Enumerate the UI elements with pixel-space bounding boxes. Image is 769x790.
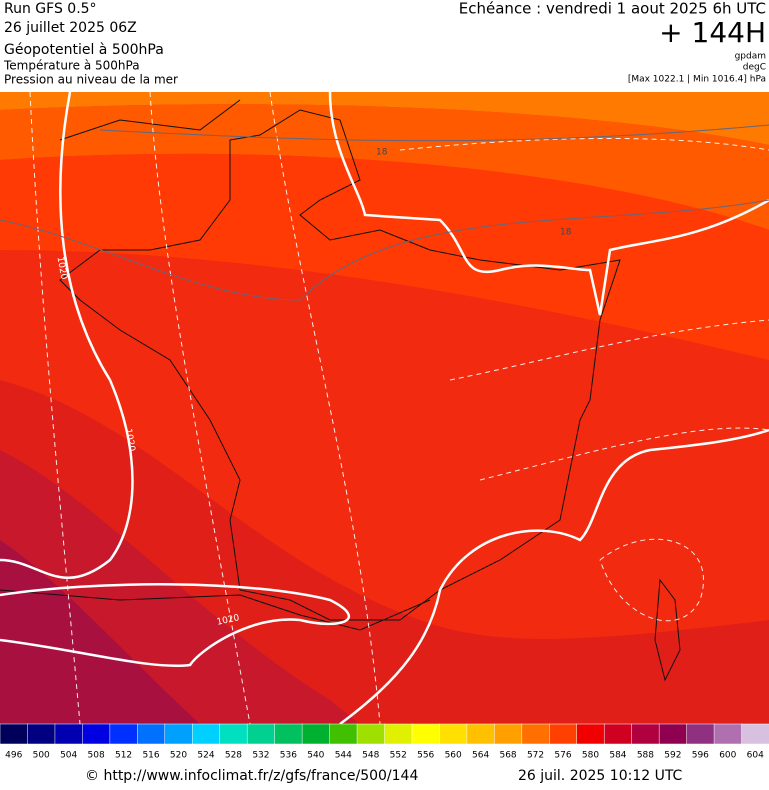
colorbar-label: 560 [445, 751, 462, 761]
contour-label: 1020 [123, 428, 137, 453]
colorbar-swatch [27, 723, 56, 745]
colorbar-label: 524 [197, 751, 214, 761]
colorbar-label: 500 [33, 751, 50, 761]
temp-band [0, 104, 769, 230]
colorbar: 496 500 504 508 512 516 520 524 528 532 536 540 544 5… [0, 723, 769, 761]
colorbar-swatch [521, 723, 551, 745]
map: 18 18 1020 1020 1020 [0, 91, 769, 726]
colorbar-label: 564 [472, 751, 489, 761]
colorbar-label: 600 [719, 751, 736, 761]
colorbar-swatch [384, 723, 413, 745]
temp-band [0, 540, 200, 724]
footer: © http://www.infoclimat.fr/z/gfs/france/… [85, 768, 683, 784]
colorbar-label: 556 [417, 751, 434, 761]
pressure-range: [Max 1022.1 | Min 1016.4] hPa [628, 75, 766, 85]
colorbar-label: 528 [225, 751, 242, 761]
colorbar-label: 552 [390, 751, 407, 761]
colorbar-swatch [246, 723, 276, 745]
colorbar-swatch [192, 723, 221, 745]
temp-band [0, 153, 769, 360]
colorbar-label: 508 [88, 751, 105, 761]
colorbar-swatch [603, 723, 633, 745]
colorbar-swatch [329, 723, 358, 745]
colorbar-swatch [164, 723, 194, 745]
colorbar-label: 584 [609, 751, 626, 761]
colorbar-label: 512 [115, 751, 132, 761]
colorbar-label: 496 [5, 751, 22, 761]
contour-labels: 18 18 1020 1020 1020 [55, 148, 572, 628]
colorbar-swatch [549, 723, 578, 745]
valid-time: Echéance : vendredi 1 aout 2025 6h UTC [459, 0, 766, 18]
contour-label: 18 [560, 228, 572, 238]
colorbar-swatch [82, 723, 111, 745]
colorbar-swatch [0, 723, 29, 745]
contour-label: 1020 [216, 613, 241, 628]
footer-url: © http://www.infoclimat.fr/z/gfs/france/… [85, 768, 418, 784]
colorbar-swatch [439, 723, 468, 745]
unit: degC [743, 63, 766, 73]
colorbar-label: 580 [582, 751, 599, 761]
corsica [654, 578, 681, 682]
colorbar-swatch [109, 723, 139, 745]
contour-label: 1020 [55, 256, 69, 281]
contour-label: 18 [376, 148, 388, 158]
footer-stamp: 26 juil. 2025 10:12 UTC [518, 768, 683, 784]
colorbar-label: 596 [692, 751, 709, 761]
colorbar-swatch [576, 723, 605, 745]
spain-coast [0, 589, 431, 631]
colorbar-label: 516 [142, 751, 159, 761]
colorbar-swatch [137, 723, 166, 745]
colorbar-label: 536 [280, 751, 297, 761]
subtitle: Température à 500hPa [3, 59, 140, 73]
subtitle: Pression au niveau de la mer [4, 73, 178, 87]
colorbar-label: 504 [60, 751, 77, 761]
colorbar-swatch [713, 723, 743, 745]
header: Run GFS 0.5° 26 juillet 2025 06Z Géopote… [3, 0, 766, 87]
lead-time: + 144H [659, 16, 766, 49]
colorbar-swatch [494, 723, 523, 745]
isotherms [29, 91, 769, 725]
colorbar-label: 588 [637, 751, 654, 761]
colorbar-swatch [658, 723, 688, 745]
colorbar-swatch [219, 723, 248, 745]
title: Géopotentiel à 500hPa [4, 42, 164, 58]
colorbar-label: 568 [499, 751, 516, 761]
temp-band [0, 92, 769, 145]
colorbar-label: 576 [554, 751, 571, 761]
colorbar-label: 532 [252, 751, 269, 761]
isobars [0, 91, 769, 726]
colorbar-label: 592 [664, 751, 681, 761]
colorbar-swatch [741, 723, 769, 745]
colorbar-swatch [54, 723, 84, 745]
colorbar-label: 520 [170, 751, 187, 761]
colorbar-label: 544 [335, 751, 352, 761]
unit: gpdam [735, 52, 766, 62]
uk-coast [59, 99, 241, 141]
colorbar-swatch [356, 723, 386, 745]
colorbar-swatch [631, 723, 660, 745]
colorbar-label: 548 [362, 751, 379, 761]
colorbar-swatch [686, 723, 715, 745]
colorbar-label: 540 [307, 751, 324, 761]
colorbar-label: 604 [747, 751, 764, 761]
colorbar-swatch [274, 723, 303, 745]
geopotential [0, 124, 769, 301]
colorbar-swatch [466, 723, 496, 745]
colorbar-label: 572 [527, 751, 544, 761]
colorbar-swatch [411, 723, 441, 745]
colorbar-swatch [301, 723, 331, 745]
run: Run GFS 0.5° [4, 1, 97, 17]
run-date: 26 juillet 2025 06Z [4, 20, 137, 36]
